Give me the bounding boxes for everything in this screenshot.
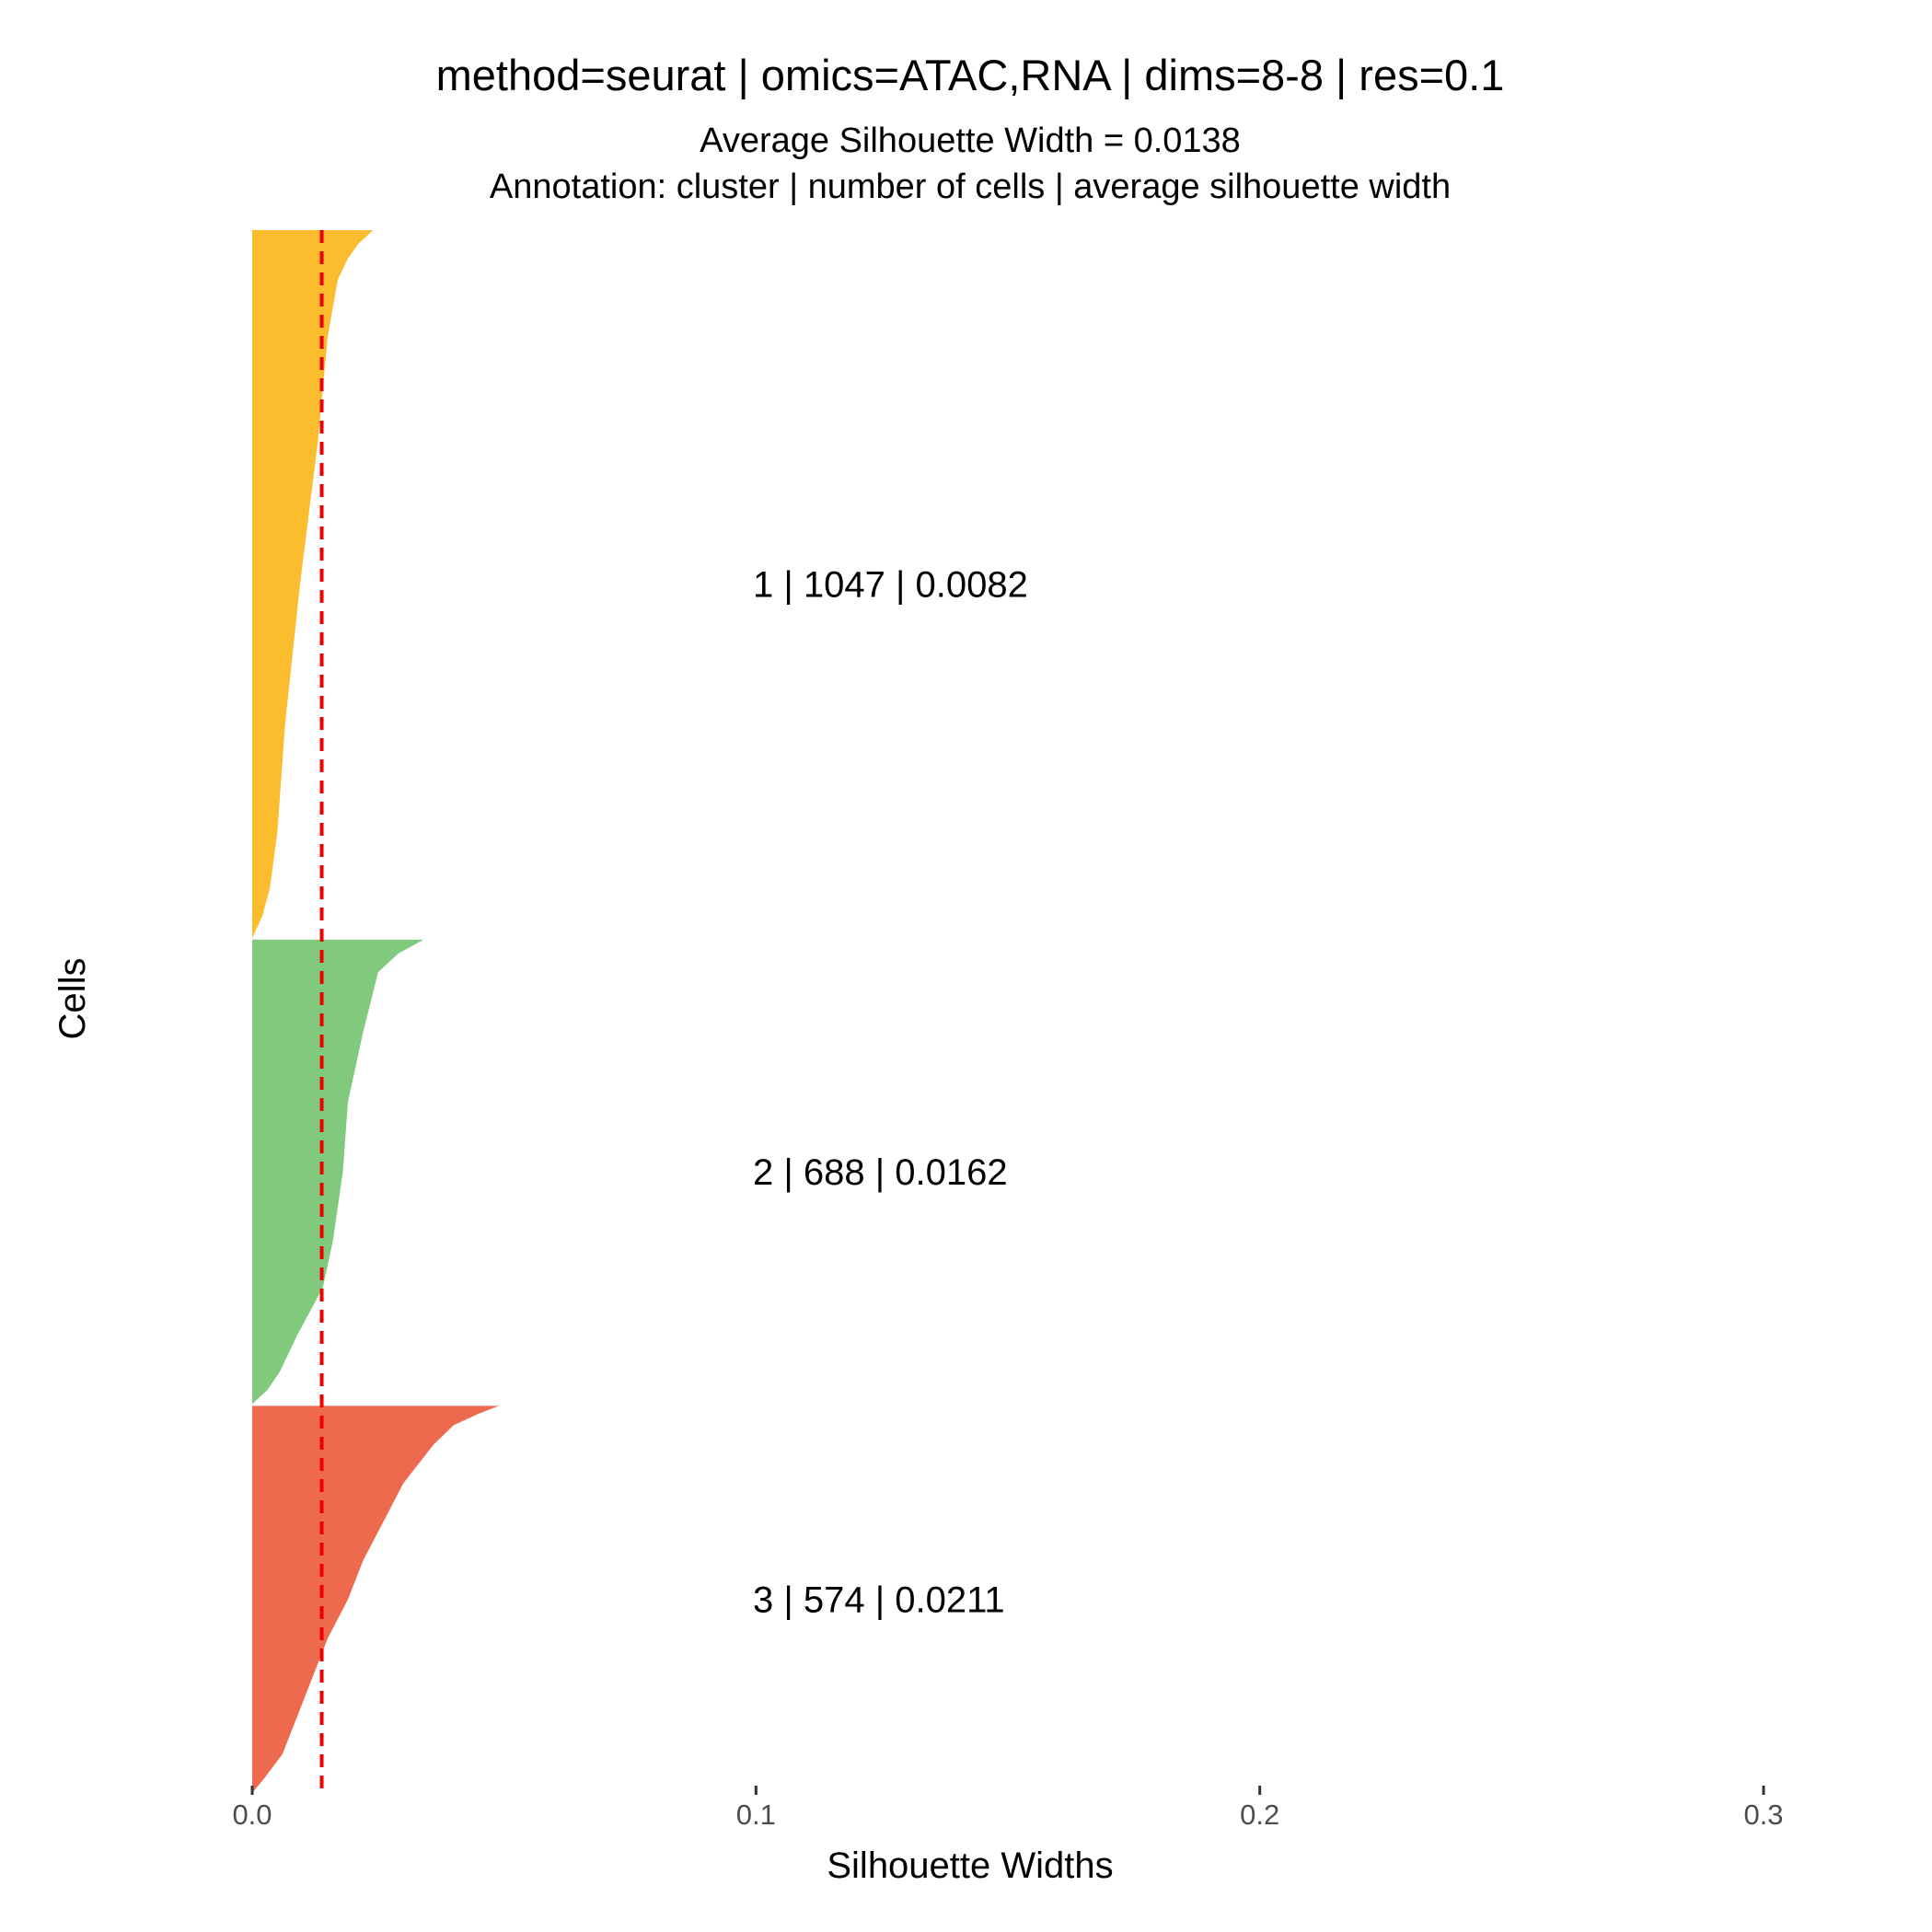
x-axis: 0.0 0.1 0.2 0.3 xyxy=(232,1786,1784,1831)
y-axis-title: Cells xyxy=(52,958,93,1040)
cluster-2-annotation: 2 | 688 | 0.0162 xyxy=(753,1152,1008,1193)
chart-title: method=seurat | omics=ATAC,RNA | dims=8-… xyxy=(436,51,1505,99)
x-tick-label: 0.2 xyxy=(1240,1799,1279,1831)
cluster-2-bars xyxy=(252,939,424,1405)
chart-subtitle-average: Average Silhouette Width = 0.0138 xyxy=(700,121,1241,160)
x-tick-label: 0.1 xyxy=(736,1799,776,1831)
x-tick-label: 0.3 xyxy=(1743,1799,1783,1831)
cluster-bars xyxy=(252,230,500,1793)
cluster-1-annotation: 1 | 1047 | 0.0082 xyxy=(753,564,1028,605)
cluster-annotations: 1 | 1047 | 0.0082 2 | 688 | 0.0162 3 | 574… xyxy=(753,564,1028,1620)
cluster-3-annotation: 3 | 574 | 0.0211 xyxy=(753,1580,1005,1621)
cluster-1-bars xyxy=(252,230,374,938)
x-axis-title: Silhouette Widths xyxy=(827,1845,1113,1886)
chart-subtitle-annotation: Annotation: cluster | number of cells | … xyxy=(490,168,1451,206)
x-tick-label: 0.0 xyxy=(232,1799,272,1831)
cluster-3-bars xyxy=(252,1406,500,1793)
